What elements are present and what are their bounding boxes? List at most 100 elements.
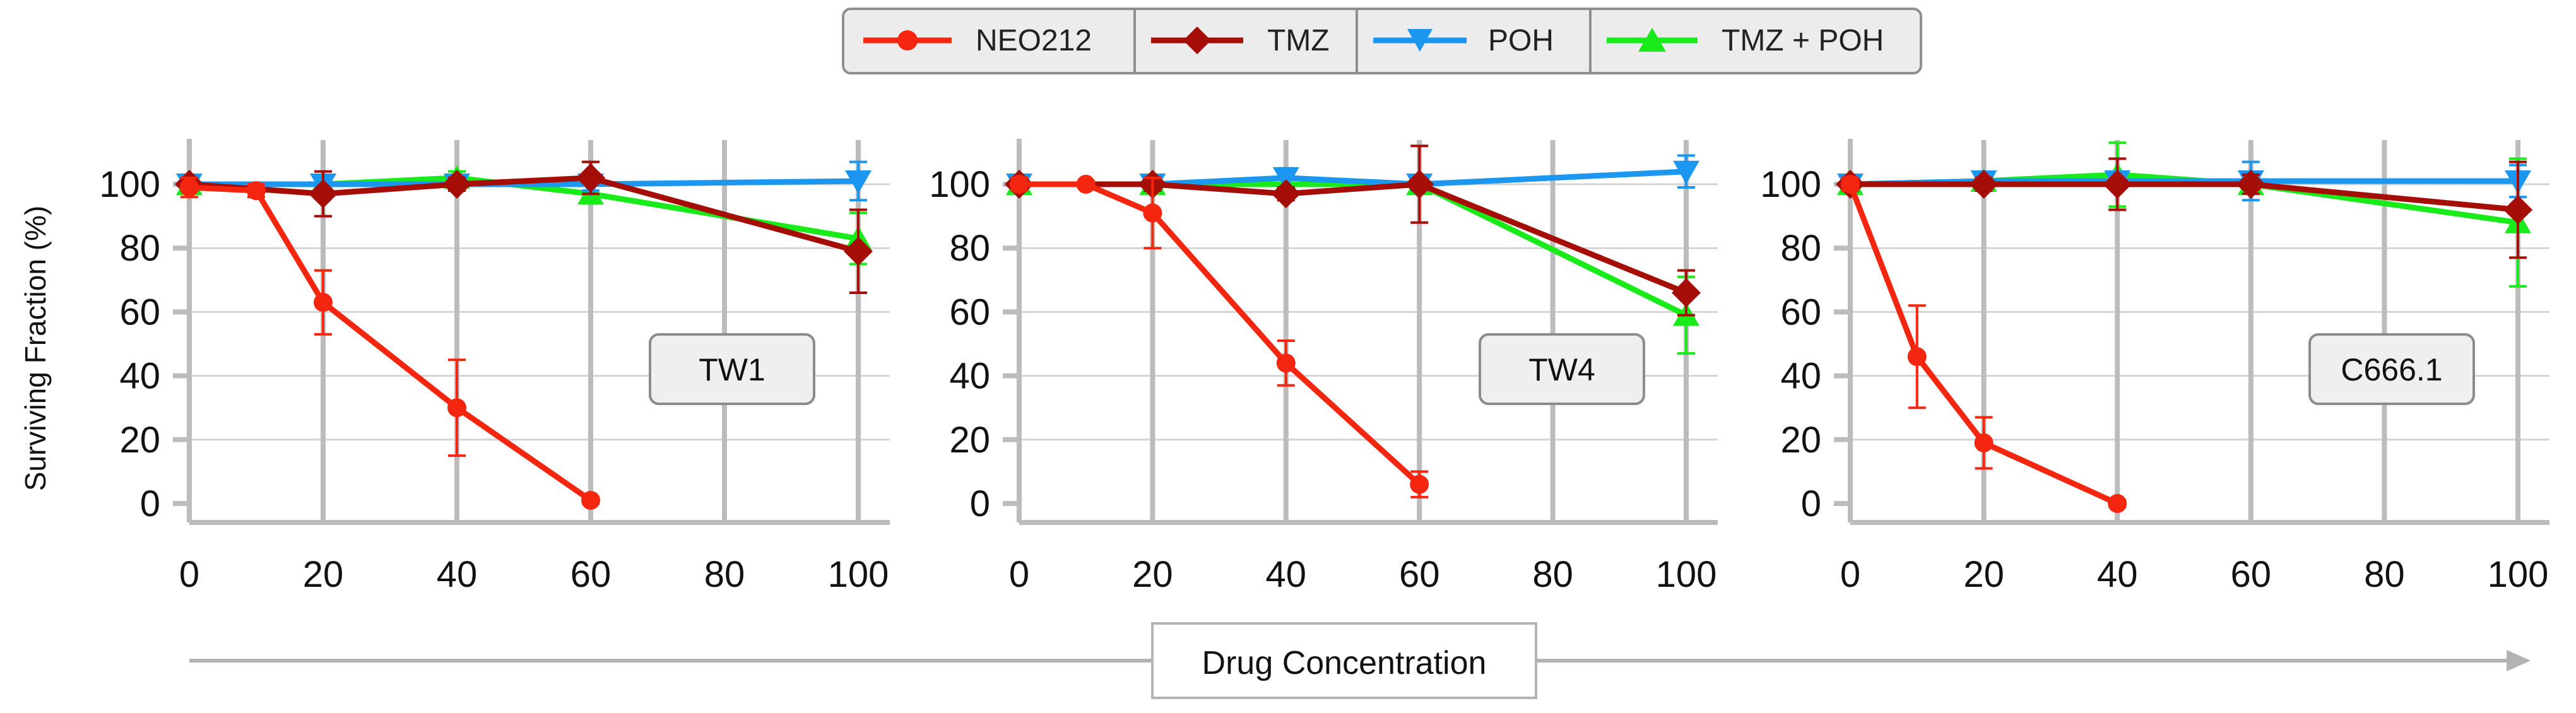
y-tick-label: 40 xyxy=(1780,356,1821,397)
panel-tw4: 0 20 40 60 80 100 0 20 40 60 80 100 TW4 xyxy=(929,139,1718,595)
panel-label: TW4 xyxy=(1528,352,1595,387)
data-point xyxy=(1672,278,1701,308)
series-tmz-poh xyxy=(1006,172,1699,355)
y-axis-title: Surviving Fraction (%) xyxy=(19,206,52,491)
data-point xyxy=(1841,175,1860,194)
x-tick-label: 100 xyxy=(828,554,889,595)
y-tick-label: 60 xyxy=(1780,292,1821,333)
data-point xyxy=(447,398,466,418)
data-point xyxy=(1673,160,1699,184)
panel-label-box xyxy=(649,333,815,405)
data-point xyxy=(442,170,471,199)
series-poh xyxy=(1837,160,2531,202)
data-point xyxy=(180,178,199,197)
data-point xyxy=(1010,175,1029,194)
drug-concentration-arrow: Drug Concentration xyxy=(189,622,2531,699)
legend-triangle-down-marker xyxy=(1407,29,1433,52)
x-tick-label: 60 xyxy=(570,554,612,595)
data-point xyxy=(1974,433,1994,452)
data-point xyxy=(1405,170,1434,199)
data-point xyxy=(1969,170,1999,199)
data-point xyxy=(2103,170,2132,199)
x-tick-label: 100 xyxy=(1656,554,1717,595)
panel-label: C666.1 xyxy=(2341,352,2442,387)
series-neo212 xyxy=(1841,175,2127,513)
data-point xyxy=(1271,179,1301,209)
series-line xyxy=(1847,183,2119,507)
legend-item-tmz-poh: TMZ + POH xyxy=(1607,24,1884,57)
legend-label: POH xyxy=(1488,24,1554,57)
x-tick-label: 0 xyxy=(1009,554,1029,595)
y-tick-label: 0 xyxy=(1801,483,1821,524)
y-tick-label: 60 xyxy=(119,292,160,333)
y-tick-label: 60 xyxy=(949,292,990,333)
legend-item-poh: POH xyxy=(1373,24,1554,57)
series-tmz xyxy=(1836,157,2532,259)
x-tick-label: 80 xyxy=(2364,554,2405,595)
x-tick-label: 0 xyxy=(1840,554,1860,595)
legend-circle-marker xyxy=(897,30,918,50)
data-point xyxy=(1272,167,1299,191)
series-line xyxy=(189,184,593,503)
data-point xyxy=(1907,347,1927,367)
panel-label-box xyxy=(2308,333,2475,405)
y-tick-label: 40 xyxy=(119,356,160,397)
legend-diamond-marker xyxy=(1183,27,1211,54)
series-tmz-poh xyxy=(1837,141,2531,288)
x-tick-label: 80 xyxy=(704,554,745,595)
data-point xyxy=(247,181,266,201)
y-tick-label: 100 xyxy=(929,164,990,205)
arrow-head xyxy=(2507,650,2531,671)
y-tick-label: 100 xyxy=(1760,164,1821,205)
data-point xyxy=(1276,353,1296,373)
x-tick-label: 0 xyxy=(179,554,199,595)
x-tick-label: 100 xyxy=(2488,554,2549,595)
series-neo212 xyxy=(180,176,600,510)
x-tick-label: 40 xyxy=(1266,554,1307,595)
data-point xyxy=(581,490,600,510)
legend-triangle-up-marker xyxy=(1638,28,1666,52)
legend-item-tmz: TMZ xyxy=(1151,24,1330,57)
x-tick-label: 40 xyxy=(2097,554,2138,595)
x-tick-label: 20 xyxy=(1132,554,1173,595)
arrow-label: Drug Concentration xyxy=(1202,645,1487,681)
data-point xyxy=(2236,170,2266,199)
x-tick-label: 60 xyxy=(1399,554,1440,595)
y-tick-label: 100 xyxy=(99,164,160,205)
data-point xyxy=(1143,203,1162,223)
arrow-label-box xyxy=(1151,622,1537,699)
legend-item-neo212: NEO212 xyxy=(863,24,1092,57)
data-point xyxy=(844,237,873,266)
legend-label: TMZ + POH xyxy=(1722,24,1884,57)
series-neo212 xyxy=(1010,175,1429,498)
panel-label-box xyxy=(1479,333,1645,405)
panel-label: TW1 xyxy=(699,352,765,387)
data-point xyxy=(1410,474,1429,494)
y-tick-label: 40 xyxy=(949,356,990,397)
y-tick-label: 20 xyxy=(1780,420,1821,461)
y-tick-label: 20 xyxy=(949,420,990,461)
y-tick-label: 0 xyxy=(140,483,160,524)
y-tick-label: 80 xyxy=(119,228,160,269)
series-tmz xyxy=(1005,144,1701,317)
data-point xyxy=(1076,175,1096,194)
x-tick-label: 80 xyxy=(1532,554,1573,595)
panel-c666-1: 0 20 40 60 80 100 0 20 40 60 80 100 C666.1 xyxy=(1760,139,2549,595)
data-point xyxy=(576,163,605,192)
legend-label: NEO212 xyxy=(976,24,1092,57)
x-tick-label: 20 xyxy=(303,554,344,595)
data-point xyxy=(314,293,333,312)
data-point xyxy=(845,170,871,194)
series-line xyxy=(189,175,860,254)
x-tick-label: 20 xyxy=(1963,554,2004,595)
data-point xyxy=(309,179,338,209)
y-tick-label: 20 xyxy=(119,420,160,461)
y-tick-label: 80 xyxy=(949,228,990,269)
x-tick-label: 40 xyxy=(437,554,478,595)
y-tick-label: 80 xyxy=(1780,228,1821,269)
legend: NEO212 TMZ POH TMZ + POH xyxy=(842,8,1922,74)
data-point xyxy=(2108,494,2127,513)
legend-label: TMZ xyxy=(1267,24,1330,57)
panel-tw1: 0 20 40 60 80 100 0 20 40 60 80 100 TW1 xyxy=(99,139,890,595)
